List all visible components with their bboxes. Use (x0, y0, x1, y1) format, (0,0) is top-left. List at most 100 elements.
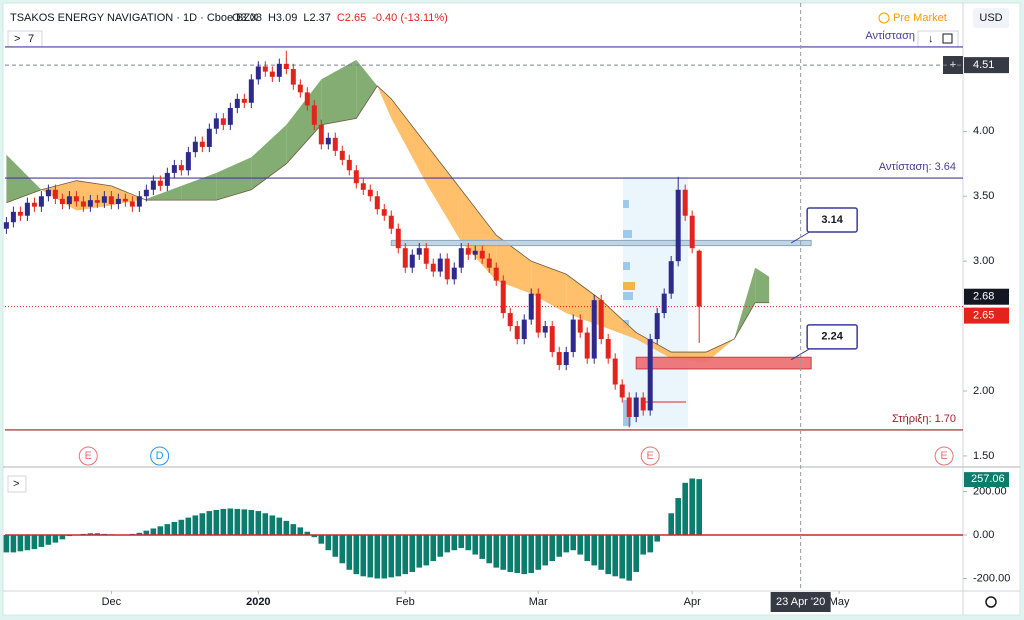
event-marker (78, 446, 98, 466)
pane-button[interactable] (942, 33, 953, 44)
candle-body (353, 170, 359, 184)
profile-bar (623, 230, 632, 238)
candle-body (374, 196, 380, 210)
histogram-bar (647, 535, 653, 553)
zone (635, 356, 812, 370)
candle-body (101, 196, 107, 203)
histogram-bar (339, 535, 346, 564)
histogram-bar (192, 515, 199, 535)
cloud-segment (6, 154, 42, 203)
y-tick-label: -200.00 (973, 572, 1010, 584)
last-value-tag (964, 472, 1009, 488)
candle-body (199, 141, 205, 147)
histogram-bar (584, 535, 591, 562)
candle-body (234, 98, 240, 108)
histogram-bar (598, 535, 605, 570)
candle-body (549, 326, 555, 353)
y-tick-label: 3.50 (973, 190, 994, 202)
candle-body (570, 319, 576, 353)
y-tick-label: 0.00 (973, 529, 994, 541)
candle-body (115, 198, 121, 205)
candle-body (332, 137, 338, 151)
candle-body (129, 201, 135, 207)
candle-body (689, 215, 695, 249)
candle-body (241, 98, 247, 103)
histogram-bar (535, 535, 542, 570)
histogram-bar (38, 535, 45, 547)
symbol: TSAKOS ENERGY NAVIGATION · 1D · Cboe BZX (10, 12, 258, 24)
cloud-segment (531, 261, 567, 314)
candle-body (360, 183, 366, 190)
profile-bar (623, 292, 633, 300)
price-tag-label: 2.68 (973, 291, 994, 303)
price-tag (964, 307, 1009, 324)
candle-body (38, 196, 44, 207)
candle-body (24, 202, 30, 216)
candle-body (668, 261, 674, 294)
candle-body (87, 200, 93, 207)
pane-button[interactable]: ↓ (928, 33, 934, 45)
cloud-segment (356, 59, 378, 119)
candle-body (269, 71, 275, 77)
candle-body (458, 248, 464, 268)
histogram-bar (227, 508, 234, 535)
cloud-segment (636, 332, 672, 359)
callout-box (806, 207, 858, 233)
legend-value: -0.40 (-13.11%) (372, 12, 448, 24)
histogram-bar (402, 535, 409, 575)
histogram-bar (24, 535, 31, 551)
histogram-bar (493, 535, 500, 568)
settings-icon[interactable] (985, 596, 997, 608)
indicator-count[interactable]: 7 (28, 33, 34, 45)
histogram-bar (353, 535, 360, 575)
histogram-bar (619, 535, 626, 579)
cloud-segment (601, 300, 637, 340)
y-tick-label: 3.00 (973, 255, 994, 267)
currency-button[interactable] (973, 8, 1009, 28)
histogram-bar (3, 535, 10, 553)
candle-body (577, 319, 583, 333)
candle-body (654, 313, 660, 340)
pre-market[interactable]: Pre Market (893, 12, 947, 24)
candle-body (584, 332, 590, 359)
histogram-bar (164, 524, 171, 535)
candle-body (290, 69, 296, 85)
candle-body (563, 352, 569, 366)
cloud-segment (461, 189, 497, 281)
candle-body (3, 222, 9, 229)
profile-bar (623, 262, 630, 270)
event-label: E (647, 450, 654, 462)
last-value-label: 257.06 (971, 473, 1005, 485)
y-tick-label: 200.00 (973, 485, 1007, 497)
histogram-bar (311, 535, 318, 538)
histogram-bar (563, 535, 570, 553)
histogram-bar (94, 533, 101, 535)
candle-body (73, 196, 79, 202)
candle-body (500, 280, 506, 314)
histogram-bar (206, 511, 213, 535)
histogram-bar (367, 535, 374, 578)
candle-body (514, 326, 520, 340)
candle-body (171, 165, 177, 173)
callout-label: 3.14 (821, 214, 843, 226)
candle-body (164, 172, 170, 186)
cloud-segment (496, 235, 532, 294)
candle-body (479, 250, 485, 259)
candle-body (416, 248, 422, 255)
pane-toggle[interactable] (7, 475, 27, 493)
candle-body (185, 152, 191, 171)
histogram-bar (542, 535, 549, 566)
legend-value: O3.08 (232, 12, 262, 24)
level-label: Αντίσταση (865, 30, 915, 42)
x-tick-label: Apr (684, 596, 701, 608)
candle-body (591, 300, 597, 359)
legend-value: H3.09 (268, 12, 297, 24)
cloud-segment (755, 267, 770, 303)
candle-body (122, 198, 128, 202)
currency[interactable]: USD (979, 12, 1002, 24)
candle-body (605, 339, 611, 359)
histogram-bar (437, 535, 444, 557)
histogram-bar (689, 478, 695, 535)
